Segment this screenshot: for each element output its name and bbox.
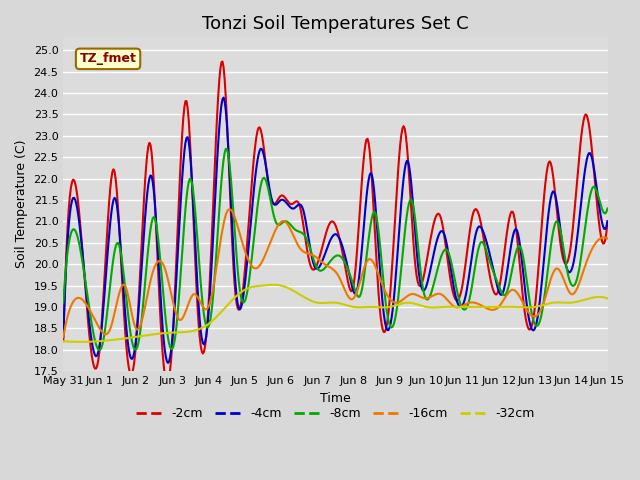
Title: Tonzi Soil Temperatures Set C: Tonzi Soil Temperatures Set C [202, 15, 468, 33]
Legend: -2cm, -4cm, -8cm, -16cm, -32cm: -2cm, -4cm, -8cm, -16cm, -32cm [131, 402, 540, 425]
Text: TZ_fmet: TZ_fmet [79, 52, 136, 65]
Y-axis label: Soil Temperature (C): Soil Temperature (C) [15, 140, 28, 268]
X-axis label: Time: Time [320, 392, 351, 405]
